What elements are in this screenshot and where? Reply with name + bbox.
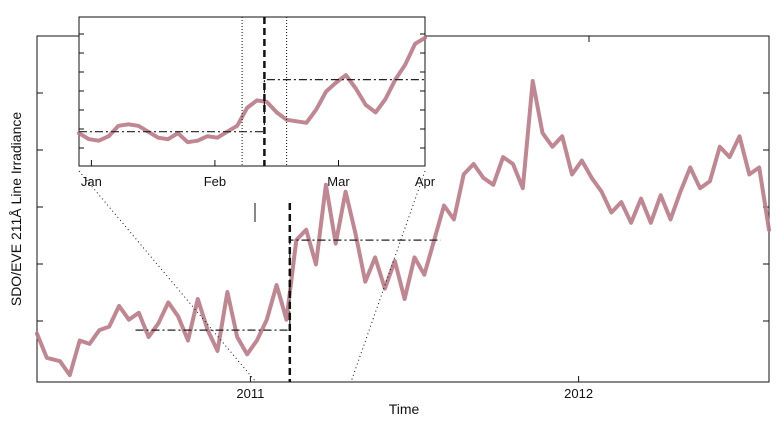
inset-x-tick-label: Mar	[327, 174, 350, 189]
inset-x-tick-label: Jan	[81, 174, 102, 189]
main-y-axis-label: SDO/EVE 211Å Line Irradiance	[8, 112, 24, 307]
inset-series-line	[77, 35, 427, 145]
inset-x-ticks: Jan Feb Mar Apr	[81, 160, 436, 189]
main-x-tick-label: 2011	[236, 386, 264, 401]
inset-x-tick-label: Feb	[204, 174, 226, 189]
inset-plot: Jan Feb Mar Apr	[77, 16, 436, 189]
main-x-ticks: 2011 2012	[236, 376, 593, 401]
zoom-connector-left	[78, 170, 257, 383]
main-x-tick-label: 2012	[564, 386, 593, 401]
inset-plot-frame	[78, 16, 426, 167]
main-series-line	[35, 79, 771, 378]
main-plot: 2011 2012 Time SDO/EVE 211Å Line Irradian…	[8, 35, 771, 417]
main-x-axis-label: Time	[389, 401, 420, 417]
inset-x-tick-label: Apr	[415, 174, 436, 189]
